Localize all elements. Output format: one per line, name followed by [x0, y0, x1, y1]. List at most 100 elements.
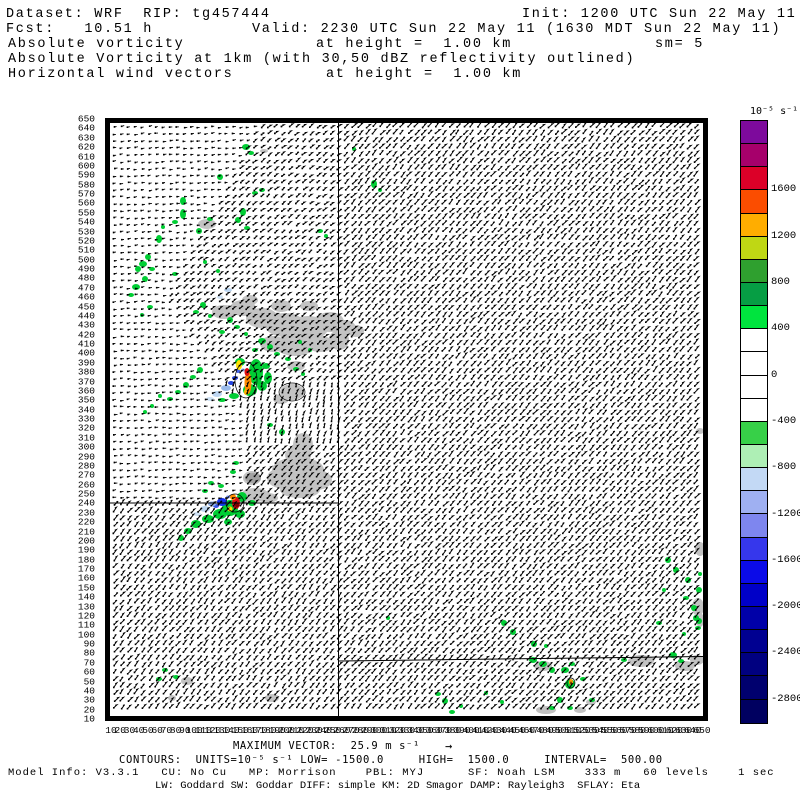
vorticity-positive-blob [203, 260, 207, 264]
x-axis-label: 400 [462, 725, 480, 736]
y-axis-label: 150 [77, 582, 95, 593]
vorticity-positive-blob [197, 367, 203, 373]
vorticity-positive-blob [217, 174, 223, 180]
x-axis-label: 300 [370, 725, 388, 736]
vorticity-positive-blob [147, 305, 153, 309]
x-axis-label: 110 [194, 725, 212, 736]
y-axis-label: 350 [77, 394, 95, 406]
colorbar-cell [741, 167, 767, 191]
forecast-hour-label: Fcst: 10.51 h [6, 22, 154, 37]
colorbar-cell [741, 491, 767, 515]
y-axis-label: 440 [77, 310, 95, 322]
physics-info-label: LW: Goddard SW: Goddar DIFF: simple KM: … [155, 780, 641, 792]
x-axis-label: 620 [665, 725, 683, 736]
x-axis-label: 160 [240, 725, 259, 736]
colorbar-tick-label: 1200 [771, 229, 797, 242]
vorticity-negative-blob [200, 506, 210, 512]
x-axis-label: 530 [582, 725, 600, 736]
y-axis-label: 380 [77, 366, 95, 378]
y-axis-label: 630 [77, 132, 95, 143]
x-axis-label: 20 [114, 725, 126, 736]
x-axis-label: 200 [277, 725, 295, 736]
x-axis-label: 120 [204, 725, 222, 736]
colorbar-cell [741, 560, 767, 584]
colorbar-tick-label: -800 [771, 461, 797, 473]
x-axis-label: 50 [142, 725, 154, 736]
y-axis-label: 600 [77, 160, 95, 172]
vorticity-positive-blob [213, 509, 227, 519]
vorticity-positive-blob [202, 515, 214, 523]
x-axis-label: 70 [160, 725, 173, 736]
y-axis-label: 40 [83, 685, 95, 697]
x-axis-label: 210 [287, 725, 305, 736]
init-time-label: Init: 1200 UTC Sun 22 May 11 [522, 7, 797, 22]
y-axis-label: 270 [77, 469, 95, 481]
y-axis-label: 10 [83, 713, 95, 725]
x-axis-label: 500 [554, 725, 573, 736]
y-axis-label: 410 [77, 338, 95, 350]
y-axis-label: 540 [77, 216, 95, 228]
vector-height-label: at height = 1.00 km [326, 67, 523, 82]
reflectivity-30dbz-blob [275, 334, 315, 356]
vorticity-positive-blob [230, 470, 236, 474]
x-axis-label: 30 [123, 725, 136, 736]
colorbar-cell [741, 329, 767, 353]
colorbar-cell [741, 236, 767, 260]
vorticity-positive-blob [696, 587, 702, 593]
vorticity-positive-blob [208, 314, 212, 318]
y-axis-label: 300 [77, 441, 95, 453]
colorbar-cell [741, 537, 767, 561]
vorticity-positive-blob [128, 293, 134, 297]
wind-vector-arrows [112, 120, 702, 710]
reflectivity-30dbz-blob [280, 482, 320, 498]
x-axis-label: 570 [619, 725, 637, 736]
model-info-label: Model Info: V3.3.1 CU: No Cu MP: Morriso… [8, 767, 775, 779]
x-axis-label: 290 [360, 725, 379, 736]
x-axis-label: 560 [610, 725, 628, 736]
x-axis-label: 170 [250, 725, 268, 736]
colorbar-cell [741, 398, 767, 422]
colorbar-cell [741, 213, 767, 237]
y-axis-label: 210 [77, 525, 95, 537]
y-axis-label: 140 [77, 591, 95, 603]
dbz-contour-outline [234, 361, 258, 399]
y-axis-label: 360 [77, 385, 95, 397]
x-axis-label: 390 [453, 725, 471, 736]
vorticity-positive-blob [267, 423, 273, 427]
reflectivity-30dbz-blob [273, 394, 289, 404]
x-axis-label: 320 [388, 725, 406, 736]
y-axis-label: 430 [77, 319, 95, 331]
vorticity-core-blob-layer [227, 360, 573, 685]
colorbar-cell [741, 444, 767, 469]
y-axis-label: 420 [77, 328, 95, 340]
x-axis-label: 430 [490, 725, 508, 736]
colorbar [740, 120, 768, 724]
x-axis-label: 10 [105, 725, 117, 736]
colorbar-tick-label: 0 [771, 368, 778, 381]
vorticity-positive-blob [150, 404, 154, 408]
colorbar-tick-label: -400 [771, 414, 797, 427]
reflectivity-30dbz-blob [212, 305, 236, 319]
vorticity-positive-blob [678, 659, 684, 663]
field-height-label: at height = 1.00 km [316, 37, 513, 52]
colorbar-tick-label: -2400 [771, 646, 800, 659]
y-axis-label: 160 [77, 572, 95, 584]
y-axis-label: 170 [77, 563, 95, 575]
x-axis-label: 520 [573, 725, 591, 736]
dbz-contour-outline [225, 493, 245, 513]
x-axis-label: 230 [305, 725, 323, 736]
x-axis-label: 490 [545, 725, 563, 736]
x-axis-label: 150 [231, 725, 249, 736]
vorticity-positive-blob [132, 284, 140, 290]
x-axis-label: 330 [397, 725, 416, 736]
vorticity-positive-blob [158, 394, 162, 398]
y-axis-label: 20 [83, 703, 95, 715]
y-axis-label: 190 [77, 544, 95, 556]
y-axis-label: 260 [77, 478, 95, 490]
colorbar-cell [741, 282, 767, 307]
vorticity-positive-blob [442, 698, 448, 704]
y-axis-label: 180 [77, 553, 95, 565]
x-axis-label: 260 [333, 725, 351, 736]
y-axis-label: 70 [83, 657, 95, 668]
contours-info-label: CONTOURS: UNITS=10⁻⁵ s⁻¹ LOW= -1500.0 HI… [119, 754, 663, 766]
